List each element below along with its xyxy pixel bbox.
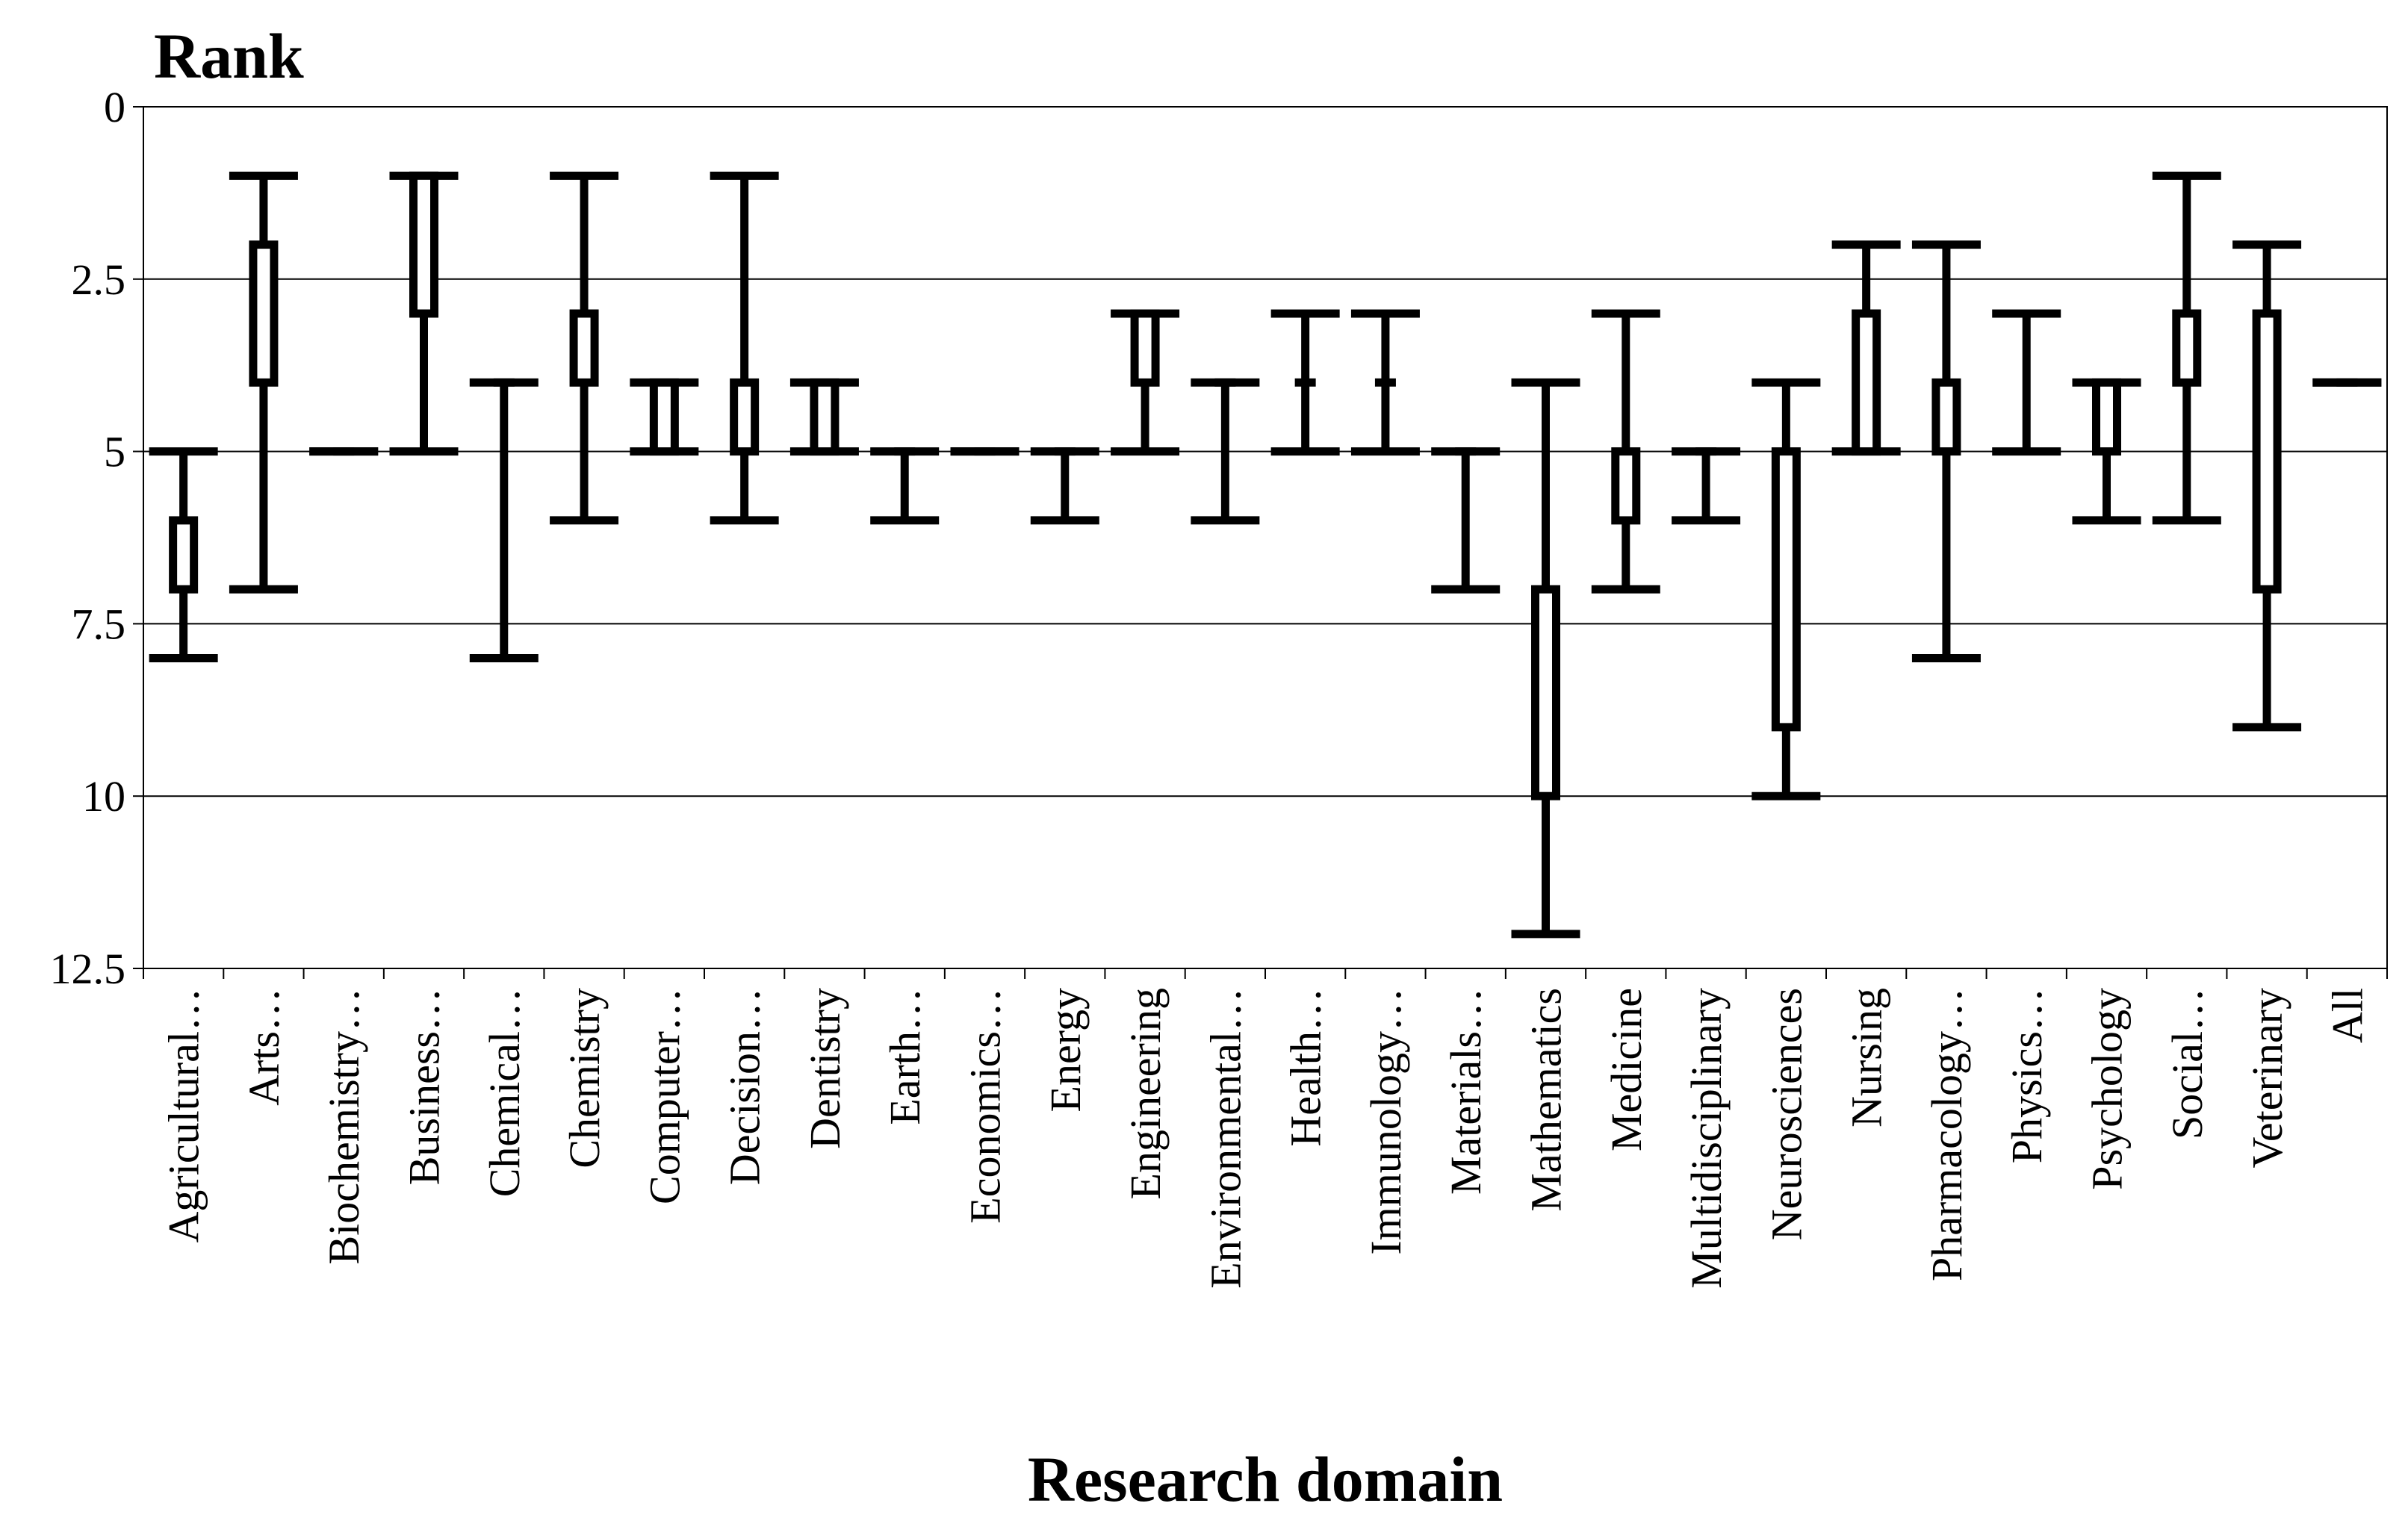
iqr-box bbox=[810, 378, 840, 456]
x-tick-label: Arts… bbox=[240, 988, 288, 1106]
box-14 bbox=[1270, 309, 1340, 456]
iqr-box bbox=[1130, 309, 1160, 387]
x-tick-label: Dentistry bbox=[801, 988, 849, 1149]
box-0 bbox=[149, 447, 218, 663]
iqr-box bbox=[569, 309, 599, 387]
x-tick-label: Veterinary bbox=[2243, 988, 2291, 1169]
box-21 bbox=[1831, 240, 1901, 456]
x-tick-label: Materials… bbox=[1442, 988, 1490, 1195]
x-tick-label: Engineering bbox=[1121, 988, 1170, 1199]
iqr-box bbox=[649, 378, 679, 456]
x-tick-label: Energy bbox=[1041, 988, 1090, 1112]
box-13 bbox=[1191, 378, 1260, 525]
x-tick-label: Agricultural… bbox=[160, 988, 208, 1242]
box-18 bbox=[1591, 309, 1660, 594]
y-tick-label: 0 bbox=[104, 83, 125, 131]
iqr-box bbox=[1531, 585, 1560, 800]
gridlines bbox=[143, 278, 2387, 797]
box-22 bbox=[1911, 240, 1981, 663]
iqr-box bbox=[1771, 447, 1801, 732]
iqr-box bbox=[1611, 447, 1641, 525]
box-15 bbox=[1350, 309, 1420, 456]
iqr-box bbox=[1931, 378, 1961, 456]
box-9 bbox=[870, 447, 940, 525]
x-tick-label: Multidisciplinary bbox=[1682, 988, 1731, 1289]
y-tick-label: 7.5 bbox=[72, 600, 126, 648]
box-16 bbox=[1431, 447, 1501, 594]
box-12 bbox=[1111, 309, 1180, 456]
box-17 bbox=[1511, 378, 1580, 939]
iqr-box bbox=[730, 378, 760, 456]
box-25 bbox=[2152, 171, 2221, 525]
box-20 bbox=[1751, 378, 1821, 800]
box-5 bbox=[550, 171, 619, 525]
y-tick-label: 10 bbox=[82, 772, 125, 821]
x-tick-label: Pharmacology… bbox=[1923, 988, 1971, 1281]
box-19 bbox=[1672, 447, 1741, 525]
x-tick-label: Nursing bbox=[1843, 988, 1891, 1127]
x-tick-label: Physics… bbox=[2002, 988, 2051, 1163]
x-tick-label: Environmental… bbox=[1201, 988, 1250, 1289]
x-tick-label: Business… bbox=[400, 988, 449, 1185]
x-axis-tick-labels: Agricultural… Arts… Biochemistry… Business…… bbox=[160, 988, 2372, 1289]
iqr-box bbox=[169, 516, 199, 594]
y-tick-label: 5 bbox=[104, 428, 125, 476]
x-tick-label: Social… bbox=[2163, 988, 2212, 1139]
x-tick-marks bbox=[143, 968, 2388, 979]
y-tick-label: 2.5 bbox=[72, 255, 126, 304]
x-tick-label: Decision… bbox=[721, 988, 769, 1185]
box-7 bbox=[710, 171, 779, 525]
x-tick-label: Medicine bbox=[1602, 988, 1651, 1151]
x-tick-label: Earth… bbox=[881, 988, 929, 1125]
box-4 bbox=[469, 378, 539, 663]
x-tick-label: Chemistry bbox=[560, 988, 609, 1169]
box-3 bbox=[389, 171, 459, 456]
y-tick-label: 12.5 bbox=[50, 945, 126, 993]
iqr-box bbox=[2252, 309, 2282, 594]
x-tick-label: Economics… bbox=[961, 988, 1010, 1224]
x-axis-title: Research domain bbox=[1028, 1443, 1503, 1515]
y-axis-title: Rank bbox=[154, 20, 304, 92]
x-tick-label: Computer… bbox=[640, 988, 689, 1204]
x-tick-label: Health… bbox=[1282, 988, 1330, 1147]
iqr-box bbox=[409, 171, 438, 318]
x-tick-label: All bbox=[2323, 988, 2371, 1043]
x-tick-label: Psychology bbox=[2083, 988, 2132, 1190]
x-tick-label: Mathematics bbox=[1522, 988, 1571, 1212]
box-24 bbox=[2072, 378, 2141, 525]
iqr-box bbox=[1852, 309, 1881, 456]
x-tick-label: Immunology… bbox=[1362, 988, 1410, 1255]
box-8 bbox=[789, 378, 859, 456]
box-6 bbox=[630, 378, 699, 456]
plot-area-frame bbox=[143, 106, 2388, 969]
iqr-box bbox=[2092, 378, 2121, 456]
boxes-layer bbox=[149, 171, 2382, 939]
x-tick-label: Biochemistry… bbox=[320, 988, 368, 1265]
iqr-box bbox=[249, 240, 279, 387]
box-26 bbox=[2232, 240, 2302, 732]
box-1 bbox=[229, 171, 298, 594]
box-23 bbox=[1992, 309, 2061, 456]
x-tick-label: Neurosciences bbox=[1762, 988, 1810, 1240]
box-11 bbox=[1030, 447, 1099, 525]
iqr-box bbox=[2172, 309, 2202, 387]
x-tick-label: Chemical… bbox=[480, 988, 529, 1197]
y-axis-ticks: 0 2.5 5 7.5 10 12.5 bbox=[50, 83, 143, 993]
